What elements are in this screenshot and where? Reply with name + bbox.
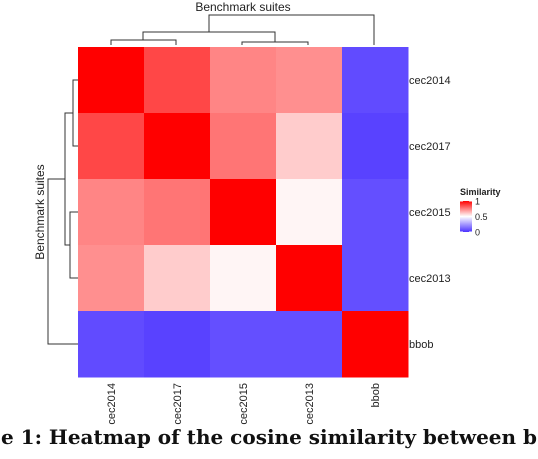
heatmap-cell-cec2013-bbob	[342, 245, 409, 312]
dendro-top-link-2	[241, 41, 309, 45]
x-tick-label: cec2014	[106, 383, 118, 425]
heatmap-cell-cec2013-cec2015	[210, 245, 277, 312]
heatmap-cell-cec2015-cec2015	[210, 179, 277, 246]
dendro-top-link-4	[208, 14, 375, 45]
heatmap-cell-cec2017-cec2014	[78, 113, 145, 180]
y-tick-label: cec2014	[409, 75, 451, 87]
top-dendrogram	[110, 14, 375, 45]
heatmap-cell-cec2015-cec2013	[276, 179, 343, 246]
y-tick-labels: cec2014 cec2017 cec2015 cec2013 bbob	[409, 75, 451, 351]
chart-title: Benchmark suites	[195, 0, 290, 14]
legend-tick-label: 0	[475, 228, 480, 238]
heatmap-cell-bbob-cec2013	[276, 311, 343, 378]
dendro-left-link-1	[72, 79, 78, 147]
heatmap-cell-cec2017-cec2015	[210, 113, 277, 180]
dendro-left-link-4	[47, 178, 78, 345]
x-tick-label: cec2015	[238, 383, 250, 425]
x-tick-label: cec2013	[304, 383, 316, 425]
legend-tick-label: 1	[475, 197, 480, 207]
heatmap-cells	[78, 47, 409, 378]
x-tick-labels: cec2014 cec2017 cec2015 cec2013 bbob	[106, 383, 382, 425]
y-tick-label: bbob	[409, 339, 433, 351]
x-tick-label: cec2017	[172, 383, 184, 425]
heatmap-cell-bbob-bbob	[342, 311, 409, 378]
heatmap-cell-cec2014-bbob	[342, 47, 409, 114]
y-tick-label: cec2017	[409, 141, 451, 153]
color-legend: Similarity 10.50	[460, 187, 501, 238]
y-axis-label: Benchmark suites	[33, 164, 47, 259]
heatmap-cell-bbob-cec2017	[144, 311, 211, 378]
heatmap-cell-cec2015-bbob	[342, 179, 409, 246]
heatmap-cell-cec2013-cec2017	[144, 245, 211, 312]
heatmap-cell-cec2017-cec2013	[276, 113, 343, 180]
heatmap-cell-bbob-cec2015	[210, 311, 277, 378]
heatmap-cell-cec2013-cec2014	[78, 245, 145, 312]
heatmap-cell-cec2015-cec2017	[144, 179, 211, 246]
legend-title: Similarity	[460, 187, 501, 197]
x-tick-label: bbob	[370, 383, 382, 407]
dendro-left-link-3	[64, 112, 73, 246]
heatmap-cell-cec2013-cec2013	[276, 245, 343, 312]
heatmap-cell-cec2014-cec2013	[276, 47, 343, 114]
heatmap-cell-cec2017-bbob	[342, 113, 409, 180]
dendro-left-link-2	[69, 211, 78, 279]
legend-tick-label: 0.5	[475, 212, 488, 222]
heatmap-cell-cec2014-cec2017	[144, 47, 211, 114]
heatmap-cell-cec2014-cec2015	[210, 47, 277, 114]
y-tick-label: cec2013	[409, 273, 451, 285]
figure-caption: e 1: Heatmap of the cosine similarity be…	[0, 425, 538, 449]
heatmap-cell-cec2017-cec2017	[144, 113, 211, 180]
legend-ticks: 10.50	[460, 197, 488, 238]
dendro-top-link-1	[110, 39, 177, 45]
heatmap-cell-cec2014-cec2014	[78, 47, 145, 114]
y-tick-label: cec2015	[409, 207, 451, 219]
legend-color-bar	[460, 201, 472, 232]
heatmap-cell-cec2015-cec2014	[78, 179, 145, 246]
heatmap-cell-bbob-cec2014	[78, 311, 145, 378]
left-dendrogram	[47, 79, 78, 345]
